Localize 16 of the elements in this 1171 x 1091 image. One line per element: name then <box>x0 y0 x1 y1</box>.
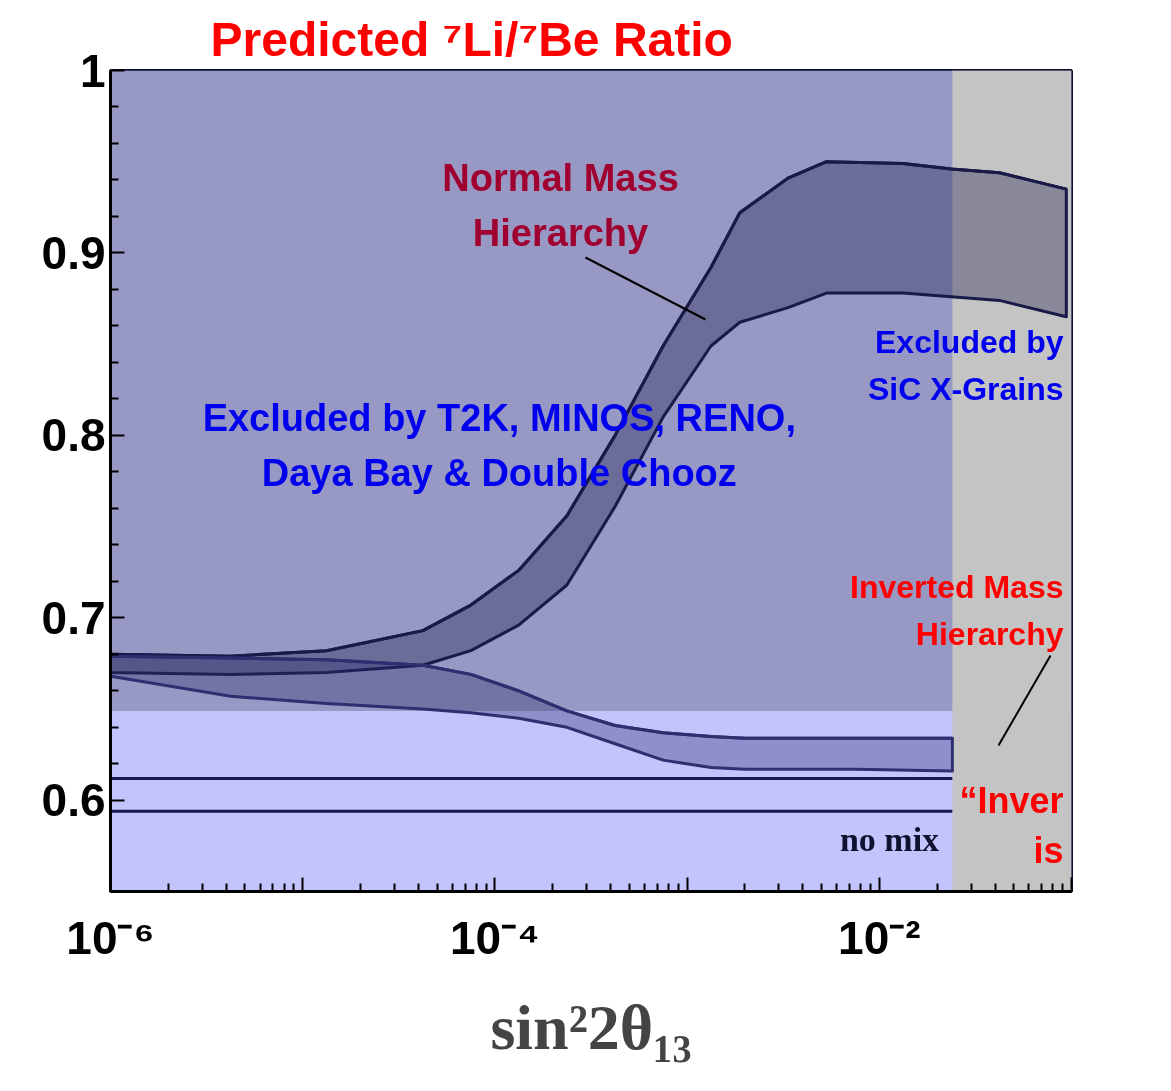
y-tick-label: 0.9 <box>41 226 106 279</box>
y-tick-label: 0.7 <box>41 591 106 644</box>
annotation: is <box>1033 830 1064 871</box>
annotation: “Inver <box>959 780 1064 821</box>
annotation: Normal Mass Hierarchy <box>442 157 679 254</box>
annotation: no mix <box>839 821 940 859</box>
x-tick-label: 10⁻² <box>838 911 921 964</box>
x-tick-label: 10⁻⁴ <box>449 911 540 964</box>
band-label: Excluded by SiC X-Grains <box>867 324 1064 407</box>
y-tick-label: 0.6 <box>41 774 106 827</box>
annotation: Inverted Mass Hierarchy <box>850 569 1064 652</box>
y-tick-label: 0.8 <box>41 409 106 462</box>
x-tick-label: 10⁻⁶ <box>66 911 155 964</box>
chart-title: Predicted ⁷Li/⁷Be Ratio <box>210 12 733 66</box>
x-axis-title: sin²2θ₁₃ <box>490 991 692 1063</box>
y-tick-label: 1 <box>79 44 106 97</box>
